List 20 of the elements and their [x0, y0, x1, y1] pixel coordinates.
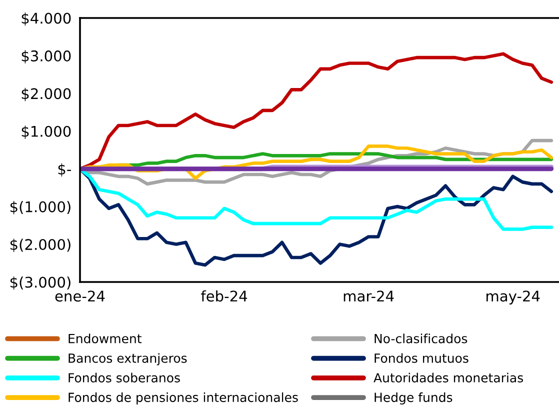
y-tick-label: $- [58, 163, 71, 177]
legend-label: Hedge funds [374, 392, 452, 404]
y-tick-label: $(2.000) [10, 238, 70, 252]
y-tick-label: $1.000 [22, 126, 71, 139]
x-tick-label: feb-24 [201, 290, 248, 302]
y-tick-label: $4.000 [22, 12, 71, 26]
y-tick-label: $2.000 [22, 88, 71, 102]
y-tick-label: $3.000 [22, 50, 71, 64]
legend-label: Autoridades monetarias [374, 372, 524, 382]
legend-label: Fondos mutuos [374, 353, 468, 363]
y-tick-label: $(1.000) [10, 201, 70, 214]
legend-label: Fondos soberanos [68, 372, 180, 382]
legend-label: Fondos de pensiones internacionales [68, 392, 298, 404]
x-tick-label: may-24 [486, 290, 540, 304]
legend-label: No-clasificados [374, 334, 468, 344]
legend-label: Bancos extranjeros [68, 353, 187, 366]
y-tick-label: $(3.000) [10, 276, 70, 290]
legend-label: Endowment [68, 334, 142, 344]
x-tick-label: mar-24 [344, 290, 394, 302]
x-tick-label: ene-24 [55, 290, 105, 302]
